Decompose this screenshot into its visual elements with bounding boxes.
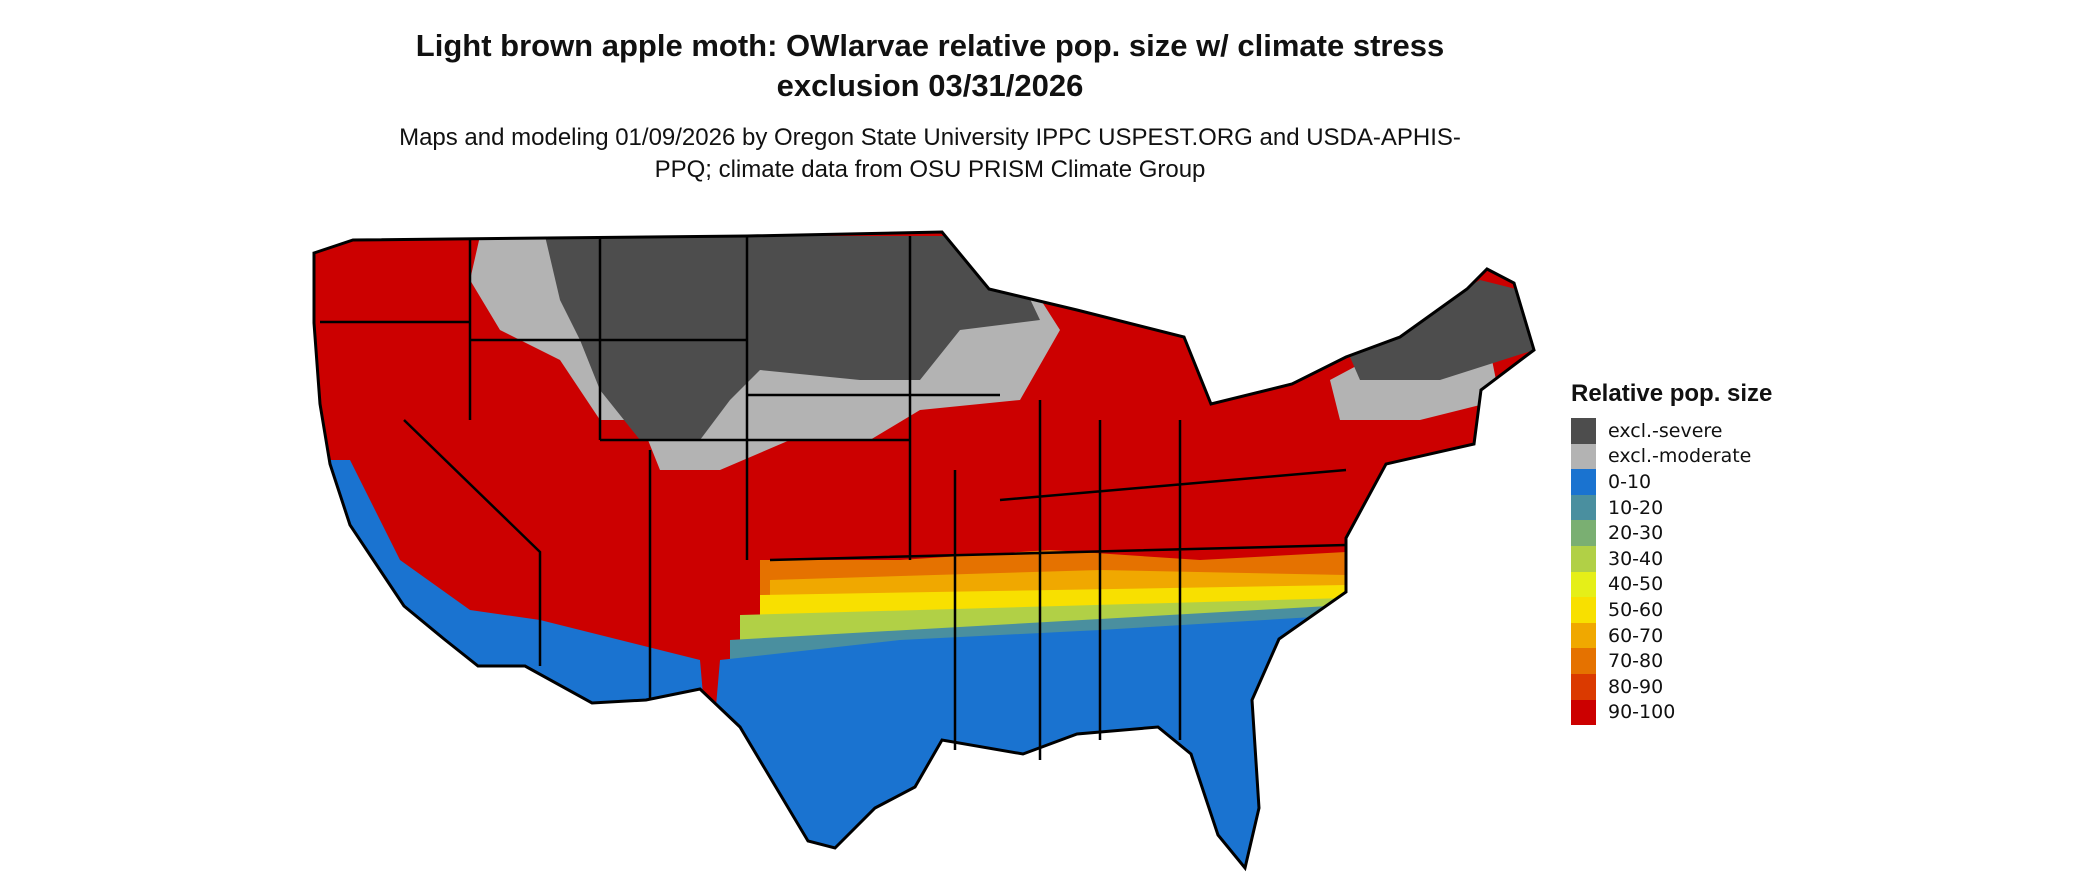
legend-item: 20-30 bbox=[1571, 520, 1772, 546]
legend-item: 70-80 bbox=[1571, 648, 1772, 674]
legend-item: 0-10 bbox=[1571, 469, 1772, 495]
legend-label: 40-50 bbox=[1608, 573, 1664, 596]
legend-label: 20-30 bbox=[1608, 522, 1664, 545]
legend-swatch bbox=[1571, 699, 1596, 726]
legend-swatch bbox=[1571, 545, 1596, 572]
legend-item: 30-40 bbox=[1571, 545, 1772, 572]
legend-label: 30-40 bbox=[1608, 547, 1664, 570]
legend-swatch bbox=[1571, 673, 1596, 700]
legend-item: 40-50 bbox=[1571, 571, 1772, 598]
legend-item: 50-60 bbox=[1571, 597, 1772, 623]
legend-swatch bbox=[1571, 469, 1596, 495]
legend-item: excl.-moderate bbox=[1571, 443, 1772, 470]
legend-item: 90-100 bbox=[1571, 699, 1772, 726]
legend-label: 90-100 bbox=[1608, 701, 1676, 724]
legend-label: excl.-severe bbox=[1608, 419, 1723, 442]
legend-item: excl.-severe bbox=[1571, 418, 1772, 444]
legend-swatch bbox=[1571, 443, 1596, 470]
legend-swatch bbox=[1571, 520, 1596, 546]
legend-label: excl.-moderate bbox=[1608, 445, 1752, 468]
legend-label: 70-80 bbox=[1608, 650, 1664, 673]
legend-label: 0-10 bbox=[1608, 470, 1652, 493]
legend-item: 80-90 bbox=[1571, 673, 1772, 700]
legend-swatch bbox=[1571, 418, 1596, 444]
legend-label: 50-60 bbox=[1608, 598, 1664, 621]
legend-swatch bbox=[1571, 648, 1596, 674]
map-title: Light brown apple moth: OWlarvae relativ… bbox=[415, 28, 1445, 103]
zone-excl-severe bbox=[545, 236, 1040, 440]
legend-label: 10-20 bbox=[1608, 496, 1664, 519]
legend-swatch bbox=[1571, 571, 1596, 598]
legend-swatch bbox=[1571, 494, 1596, 521]
legend-swatch bbox=[1571, 597, 1596, 623]
legend: Relative pop. size excl.-severe excl.-mod… bbox=[1571, 380, 1773, 726]
legend-label: 80-90 bbox=[1608, 675, 1664, 698]
legend-label: 60-70 bbox=[1608, 624, 1664, 647]
legend-title: Relative pop. size bbox=[1571, 380, 1773, 407]
legend-item: 60-70 bbox=[1571, 622, 1772, 649]
state-borders bbox=[320, 236, 1347, 760]
map-subtitle: Maps and modeling 01/09/2026 by Oregon S… bbox=[399, 124, 1461, 183]
zone-excl-severe-ne bbox=[1350, 280, 1534, 380]
legend-swatch bbox=[1571, 622, 1596, 649]
legend-item: 10-20 bbox=[1571, 494, 1772, 521]
